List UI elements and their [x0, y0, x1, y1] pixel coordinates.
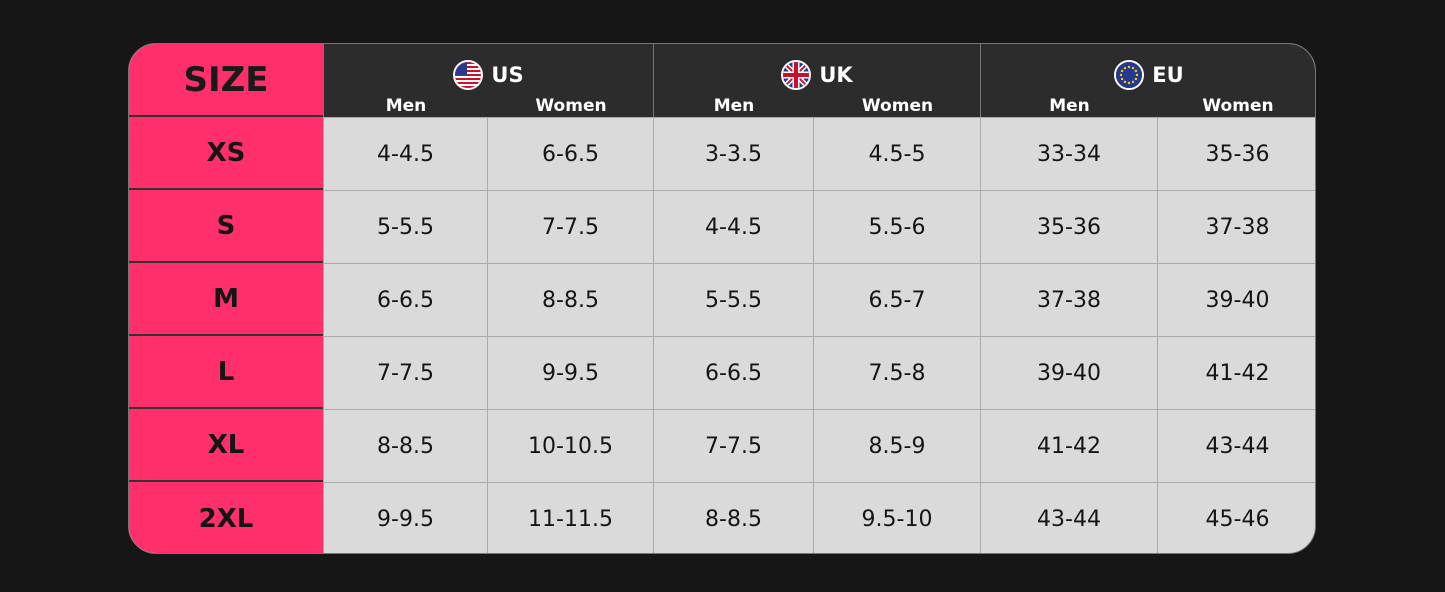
- region-title: US: [324, 60, 653, 90]
- size-value-cell: 39-40: [980, 336, 1157, 409]
- uk-flag-icon: [781, 60, 812, 90]
- region-header-us: US Men Women: [323, 44, 653, 117]
- region-header-eu: EU Men Women: [980, 44, 1315, 117]
- size-value-cell: 8-8.5: [323, 409, 487, 482]
- size-value-cell: 41-42: [1157, 336, 1315, 409]
- gender-header-men: Men: [1049, 96, 1090, 116]
- size-value-cell: 7-7.5: [323, 336, 487, 409]
- size-value-cell: 37-38: [1157, 190, 1315, 263]
- size-value-cell: 33-34: [980, 117, 1157, 190]
- size-header: SIZE: [129, 44, 323, 117]
- size-value-cell: 8.5-9: [813, 409, 980, 482]
- size-value-cell: 43-44: [980, 482, 1157, 553]
- size-value-cell: 35-36: [1157, 117, 1315, 190]
- region-header-uk: UK Men Women: [653, 44, 980, 117]
- gender-header-men: Men: [713, 96, 755, 116]
- size-label-m: M: [129, 263, 323, 336]
- size-value-cell: 6-6.5: [653, 336, 813, 409]
- size-value-cell: 7-7.5: [653, 409, 813, 482]
- size-value-cell: 41-42: [980, 409, 1157, 482]
- size-value-cell: 10-10.5: [487, 409, 653, 482]
- size-column: SIZE XS S M L XL 2XL: [129, 44, 323, 553]
- gender-header-men: Men: [385, 96, 427, 116]
- size-value-cell: 6-6.5: [323, 263, 487, 336]
- size-value-cell: 7-7.5: [487, 190, 653, 263]
- eu-flag-icon: [1114, 60, 1145, 90]
- size-value-cell: 8-8.5: [487, 263, 653, 336]
- size-value-cell: 35-36: [980, 190, 1157, 263]
- size-label-xs: XS: [129, 117, 323, 190]
- size-value-cell: 7.5-8: [813, 336, 980, 409]
- size-label-xl: XL: [129, 409, 323, 482]
- size-value-cell: 39-40: [1157, 263, 1315, 336]
- size-value-cell: 3-3.5: [653, 117, 813, 190]
- size-value-cell: 6.5-7: [813, 263, 980, 336]
- region-name: US: [491, 63, 524, 87]
- size-label-l: L: [129, 336, 323, 409]
- size-value-cell: 43-44: [1157, 409, 1315, 482]
- size-value-cell: 4.5-5: [813, 117, 980, 190]
- us-flag-icon: [453, 60, 484, 90]
- region-title: UK: [654, 60, 980, 90]
- size-label-s: S: [129, 190, 323, 263]
- region-title: EU: [981, 60, 1315, 90]
- size-value-cell: 11-11.5: [487, 482, 653, 553]
- region-name: UK: [819, 63, 853, 87]
- size-value-cell: 6-6.5: [487, 117, 653, 190]
- gender-header-women: Women: [861, 96, 934, 116]
- size-value-cell: 9-9.5: [487, 336, 653, 409]
- size-value-cell: 5.5-6: [813, 190, 980, 263]
- size-value-cell: 8-8.5: [653, 482, 813, 553]
- gender-header-women: Women: [535, 96, 607, 116]
- size-value-cell: 5-5.5: [653, 263, 813, 336]
- region-name: EU: [1152, 63, 1184, 87]
- size-label-2xl: 2XL: [198, 503, 254, 534]
- size-value-cell: 45-46: [1157, 482, 1315, 553]
- gender-header-women: Women: [1202, 96, 1274, 116]
- size-value-cell: 4-4.5: [323, 117, 487, 190]
- size-value-cell: 4-4.5: [653, 190, 813, 263]
- size-value-cell: 5-5.5: [323, 190, 487, 263]
- size-value-cell: 37-38: [980, 263, 1157, 336]
- size-value-cell: 9.5-10: [813, 482, 980, 553]
- size-chart-table: SIZE XS S M L XL 2XL 4-4.5 6-6.5 3-3.5 4.5-5 33-3…: [128, 43, 1316, 554]
- size-value-cell: 9-9.5: [323, 482, 487, 553]
